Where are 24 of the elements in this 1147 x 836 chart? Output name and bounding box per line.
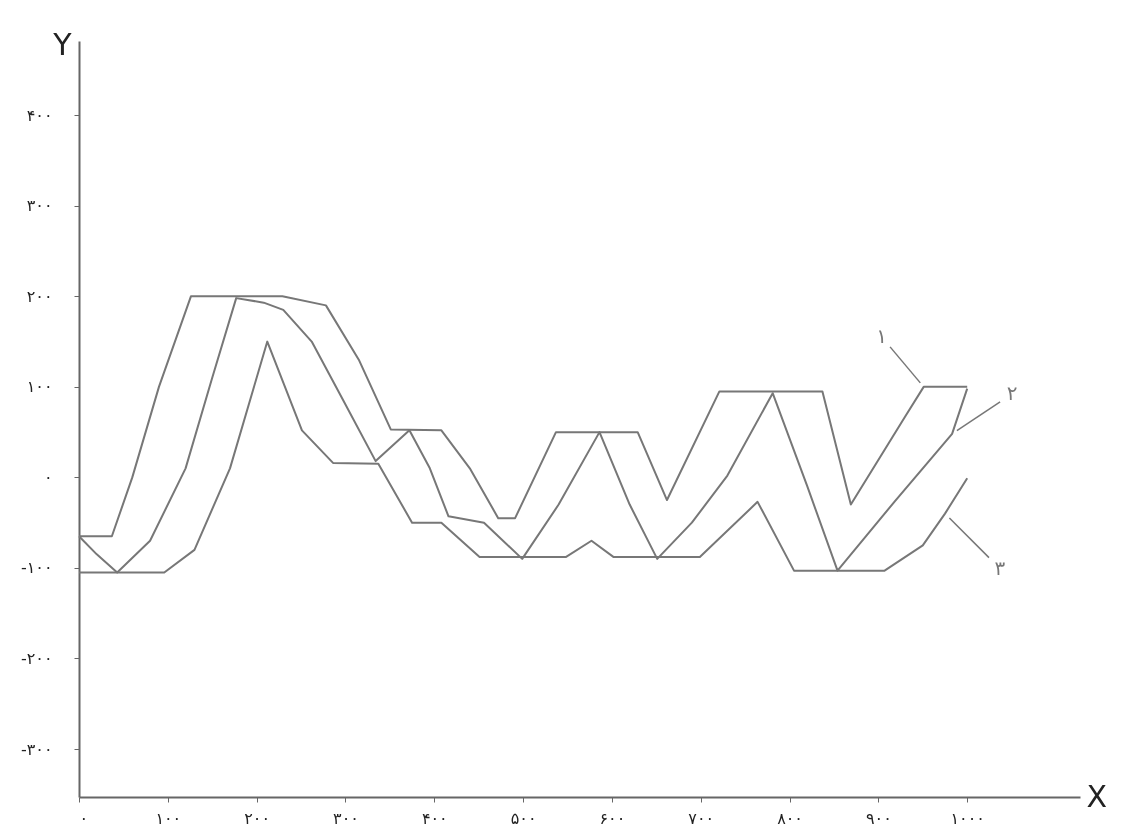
y-tick-label: -۲۰۰ [20,648,53,668]
y-tick-label: ۴۰۰ [26,105,53,125]
y-tick-label: -۱۰۰ [20,558,53,578]
x-tick-label: ۹۰۰ [865,808,892,828]
series-label: ۲ [1006,380,1018,405]
x-tick-label: ۰ [79,808,89,828]
y-tick-label: ۲۰۰ [26,286,53,306]
y-tick-label: ۰ [43,467,53,487]
x-tick-label: ۱۰۰ [155,808,182,828]
x-tick-label: ۵۰۰ [510,808,537,828]
y-axis-title: Y [52,26,73,62]
x-tick-label: ۶۰۰ [599,808,626,828]
y-tick-label: -۳۰۰ [20,739,53,759]
x-tick-label: ۳۰۰ [333,808,359,828]
text: ۱ [876,323,888,348]
x-axis-title: X [1086,778,1108,814]
x-tick-label: ۱۰۰۰ [950,808,985,828]
x-tick-label: ۸۰۰ [777,808,803,828]
x-tick-label: ۴۰۰ [421,808,448,828]
x-tick-label: ۷۰۰ [688,808,715,828]
x-tick-label: ۲۰۰ [244,808,271,828]
y-tick-label: ۱۰۰ [26,377,53,397]
y-tick-label: ۳۰۰ [26,196,53,216]
text: ۳ [994,555,1006,580]
